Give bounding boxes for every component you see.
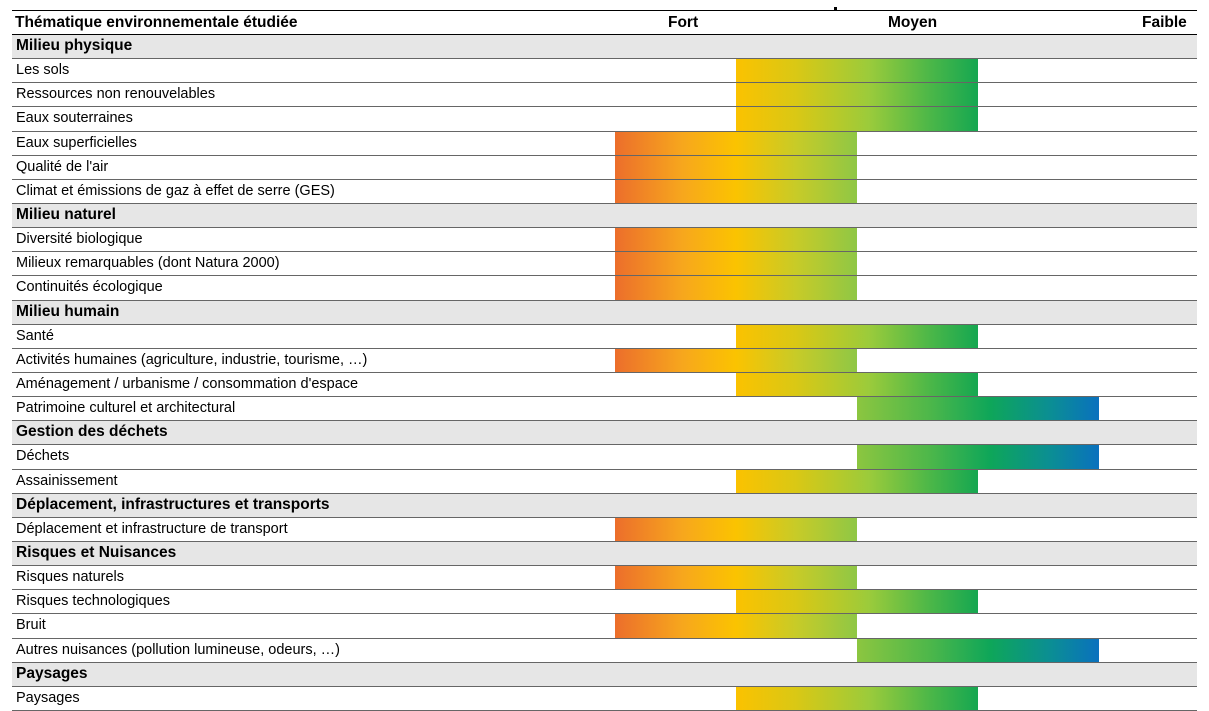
level-bar-moyen-faible [857,638,1099,662]
row-label: Qualité de l'air [16,158,109,175]
row-label: Santé [16,327,54,344]
section-label: Paysages [16,664,88,682]
table-row: Climat et émissions de gaz à effet de se… [12,179,1197,204]
table-row: Diversité biologique [12,228,1197,253]
row-label: Assainissement [16,472,118,489]
row-label: Patrimoine culturel et architectural [16,400,236,417]
table-row: Assainissement [12,469,1197,494]
row-label: Milieux remarquables (dont Natura 2000) [16,255,280,272]
table-header: Thématique environnementale étudiée Fort… [12,7,1197,35]
level-bar-fort-moyen [615,566,857,590]
level-bar-moyen-faible [857,445,1099,469]
table-row: Patrimoine culturel et architectural [12,397,1197,422]
table-row: Paysages [12,686,1197,711]
section-label: Déplacement, infrastructures et transpor… [16,495,330,513]
level-bar-moyen [736,469,978,493]
row-label: Les sols [16,62,70,79]
section-row: Gestion des déchets [12,421,1197,446]
table-row: Qualité de l'air [12,155,1197,180]
level-bar-fort-moyen [615,517,857,541]
table-row: Bruit [12,614,1197,639]
row-label: Déchets [16,448,70,465]
row-label: Autres nuisances (pollution lumineuse, o… [16,641,340,658]
level-bar-fort-moyen [615,614,857,638]
level-bar-moyen [736,107,978,131]
level-bar-moyen [736,372,978,397]
section-label: Milieu physique [16,37,133,54]
table-row: Activités humaines (agriculture, industr… [12,348,1197,373]
row-label: Risques naturels [16,569,124,586]
section-row: Risques et Nuisances [12,541,1197,567]
level-bar-moyen [736,59,978,83]
section-label: Milieu humain [16,302,120,320]
row-label: Continuités écologique [16,279,163,296]
section-label: Risques et Nuisances [16,543,177,561]
header-faible: Faible [1142,14,1187,31]
level-bar-moyen [736,590,978,614]
table-row: Autres nuisances (pollution lumineuse, o… [12,638,1197,663]
level-bar-fort-moyen [615,179,857,203]
row-label: Ressources non renouvelables [16,86,216,103]
row-label: Eaux souterraines [16,110,133,127]
environmental-issues-table: Thématique environnementale étudiée Fort… [12,7,1197,711]
row-label: Paysages [16,689,80,706]
level-bar-moyen-faible [857,397,1099,421]
header-tick-mark [834,7,837,10]
table-row: Continuités écologique [12,276,1197,301]
table-row: Eaux superficielles [12,131,1197,156]
level-bar-moyen [736,83,978,107]
section-row: Milieu physique [12,35,1197,60]
table-row: Risques naturels [12,566,1197,591]
section-row: Paysages [12,662,1197,687]
header-theme: Thématique environnementale étudiée [15,14,298,31]
row-label: Bruit [16,617,46,634]
section-row: Milieu humain [12,300,1197,325]
level-bar-fort-moyen [615,276,857,300]
table-row: Déplacement et infrastructure de transpo… [12,517,1197,542]
row-label: Diversité biologique [16,231,143,248]
row-label: Eaux superficielles [16,134,137,151]
table-row: Santé [12,324,1197,349]
row-label: Aménagement / urbanisme / consommation d… [16,375,359,392]
level-bar-fort-moyen [615,228,857,252]
level-bar-fort-moyen [615,348,857,372]
level-bar-fort-moyen [615,131,857,155]
section-row: Milieu naturel [12,203,1197,229]
table-body: Milieu physique Les sols Ressources non re… [12,35,1197,711]
header-fort: Fort [668,14,699,31]
table-row: Aménagement / urbanisme / consommation d… [12,372,1197,398]
level-bar-moyen [736,686,978,710]
row-label: Climat et émissions de gaz à effet de se… [16,182,335,199]
table-row: Ressources non renouvelables [12,83,1197,108]
row-label: Risques technologiques [16,593,170,610]
table-row: Les sols [12,59,1197,84]
section-row: Déplacement, infrastructures et transpor… [12,493,1197,518]
table-row: Risques technologiques [12,590,1197,615]
table-row: Déchets [12,445,1197,470]
header-moyen: Moyen [888,14,938,31]
table-row: Eaux souterraines [12,107,1197,132]
level-bar-moyen [736,324,978,348]
level-bar-fort-moyen [615,252,857,276]
section-label: Milieu naturel [16,205,116,223]
row-label: Activités humaines (agriculture, industr… [16,351,368,368]
section-label: Gestion des déchets [16,423,168,441]
level-bar-fort-moyen [615,155,857,179]
row-label: Déplacement et infrastructure de transpo… [16,520,288,537]
table-row: Milieux remarquables (dont Natura 2000) [12,252,1197,277]
